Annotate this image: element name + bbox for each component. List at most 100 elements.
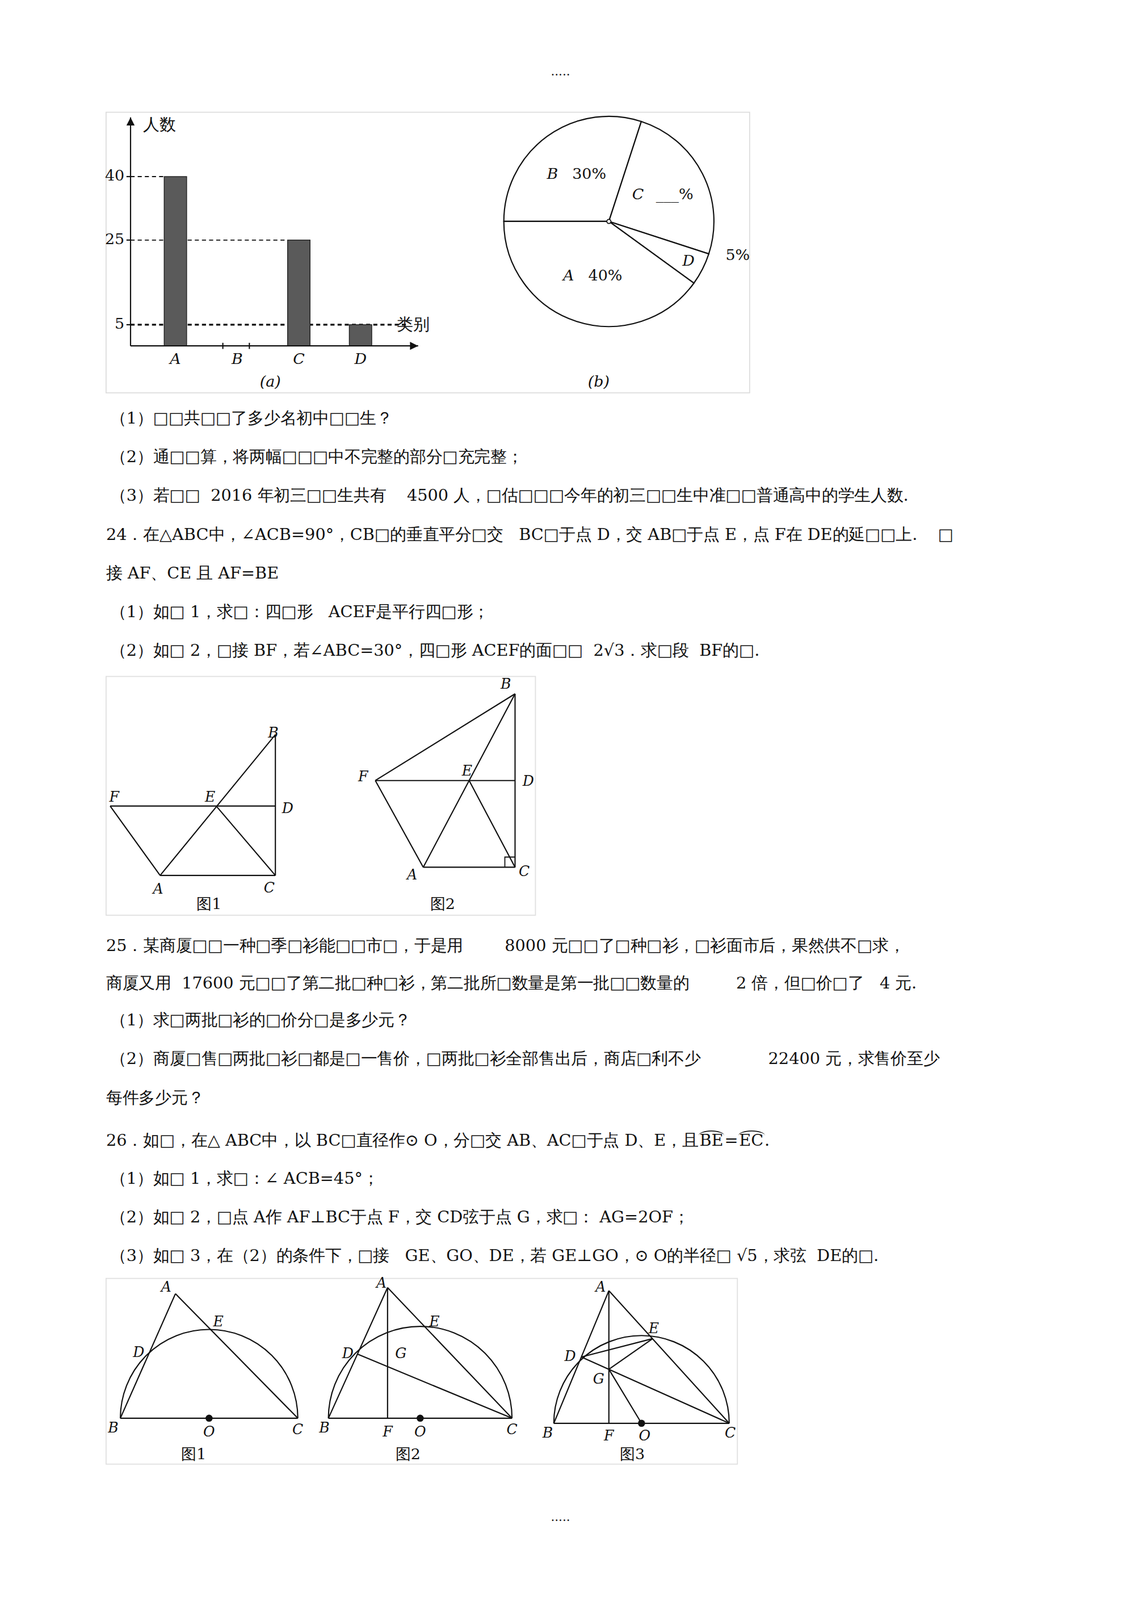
tick-label: 5 [114, 314, 125, 333]
page: 52540ABCD人数类别(a)B30%C___%D5%A40%(b)BDCAE… [0, 0, 1130, 1600]
bar [349, 324, 372, 346]
text-line: （3）如□ 3，在（2）的条件下，□接 GE、GO、DE，若 GE⊥GO，⊙ O… [110, 1245, 879, 1266]
text: （2）如□ 2，□接 BF，若∠ABC=30°，四□形 ACEF的面□□ 2√3… [110, 640, 760, 661]
point-label: A [160, 1278, 172, 1295]
x-axis [130, 345, 419, 347]
point-label: G [395, 1344, 407, 1361]
point-label: E [428, 1312, 440, 1330]
tick-label: 40 [104, 166, 125, 184]
y-axis [129, 117, 132, 347]
text-line: 每件多少元？ [106, 1087, 205, 1108]
text: 商厦又用 17600 元□□了第二批□种□衫，第二批所□数量是第一批□□数量的 … [106, 972, 917, 993]
semicircle [120, 1328, 298, 1418]
slice-category: D [681, 251, 695, 270]
bar [164, 176, 187, 346]
bars [164, 176, 372, 346]
text-line: （2）商厦□售□两批□衫□都是□一售价，□两批□衫全部售出后，商店□利不少 22… [110, 1048, 940, 1069]
point-label: F [108, 788, 121, 805]
text: = [724, 1130, 738, 1150]
axis-arrow [409, 341, 418, 350]
text-line: 26．如□，在△ ABC中，以 BC□直径作⊙ O，分□交 AB、AC□于点 D… [106, 1130, 770, 1151]
point-label: D [341, 1344, 354, 1361]
slice-category: B [546, 164, 559, 183]
category-label: C [292, 349, 305, 368]
pie-center [606, 219, 611, 224]
figure-caption: 图2 [395, 1444, 421, 1463]
text-line: （2）如□ 2，□点 A作 AF⊥BC于点 F，交 CD弦于点 G，求□： AG… [110, 1206, 690, 1228]
point-label: O [203, 1422, 216, 1440]
point-label: B [267, 724, 279, 741]
slice-value-label: 30% [572, 164, 607, 183]
segment [608, 1290, 730, 1423]
point-label: E [648, 1319, 659, 1337]
text-line: 商厦又用 17600 元□□了第二批□种□衫，第二批所□数量是第一批□□数量的 … [106, 972, 917, 994]
segment [216, 805, 276, 876]
tick-guide [130, 239, 288, 241]
figure-caption: 图3 [619, 1444, 645, 1463]
category-label: B [230, 349, 243, 368]
point-label: C [292, 1420, 304, 1438]
point-label: D [522, 772, 535, 789]
right-angle [505, 856, 516, 867]
segment [110, 805, 276, 807]
text: 25．某商厦□□一种□季□衫能□□市□，于是用 8000 元□□了□种□衫，□衫… [106, 935, 906, 955]
segment [356, 1353, 512, 1418]
slice-category: A [561, 266, 574, 284]
point-label: B [107, 1418, 119, 1436]
graphics: 52540ABCD人数类别(a)B30%C___%D5%A40%(b)BDCAE… [0, 0, 1130, 1600]
image-frame [106, 675, 536, 915]
point-label: E [204, 788, 216, 805]
geometry-figure: BDCAEF图2 [357, 675, 535, 913]
text-line: （2）通□□算，将两幅□□□中不完整的部分□充完整； [110, 446, 524, 468]
point-label: D [281, 799, 294, 817]
text-line: （2）如□ 2，□接 BF，若∠ABC=30°，四□形 ACEF的面□□ 2√3… [110, 640, 760, 662]
text-line: 接 AF、CE 且 AF=BE [106, 563, 279, 584]
arc-text: EC [737, 1130, 765, 1149]
point-label: F [381, 1422, 394, 1440]
semicircle [328, 1325, 512, 1418]
segment [469, 780, 516, 868]
semicircle [553, 1334, 730, 1423]
point-label: F [357, 767, 369, 785]
point-label: E [461, 762, 473, 779]
geometry-figure: BFOCADEG图3 [542, 1278, 737, 1463]
tick-label: 25 [104, 229, 125, 248]
text-line: 25．某商厦□□一种□季□衫能□□市□，于是用 8000 元□□了□种□衫，□衫… [106, 935, 906, 956]
page-dots: ..... [550, 61, 570, 82]
text-line: （1）求□两批□衫的□价分□是多少元？ [110, 1009, 411, 1031]
figure-caption: 图2 [430, 894, 456, 913]
text: 接 AF、CE 且 AF=BE [106, 563, 279, 583]
point-label: A [151, 880, 163, 897]
segment [120, 1293, 176, 1418]
category-label: D [353, 349, 367, 368]
y-axis-label: 人数 [143, 114, 176, 134]
segment [375, 779, 515, 781]
figure-caption: 图1 [196, 894, 222, 913]
tick-guide [130, 175, 165, 178]
segment [274, 734, 276, 876]
figure-caption: 图1 [181, 1444, 207, 1463]
segment [387, 1287, 512, 1418]
text: . [764, 1130, 770, 1150]
slice-value-label: 40% [588, 266, 623, 284]
point-label: G [593, 1370, 605, 1387]
point-label: B [542, 1423, 553, 1441]
point-label: C [518, 862, 530, 880]
axis-arrow [126, 117, 135, 126]
geometry-figure: BOCADE图1 [107, 1278, 304, 1463]
category-label: A [167, 349, 181, 368]
segment [423, 693, 516, 867]
point-label: F [603, 1426, 615, 1444]
pie-slice [503, 221, 695, 327]
text-line: （1）如□ 1，求□：四□形 ACEF是平行四□形； [110, 601, 490, 623]
segment [328, 1287, 388, 1418]
text: （2）商厦□售□两批□衫□都是□一售价，□两批□衫全部售出后，商店□利不少 22… [110, 1048, 940, 1068]
text: 24．在△ABC中，∠ACB=90°，CB□的垂直平分□交 BC□于点 D，交 … [106, 524, 954, 544]
point-label: C [506, 1420, 518, 1438]
slice-value-label: 5% [725, 245, 750, 264]
text: （1）求□两批□衫的□价分□是多少元？ [110, 1009, 411, 1029]
segment [608, 1338, 653, 1369]
geometry-figure: BFOCADEG图2 [318, 1274, 518, 1463]
segment [608, 1290, 610, 1423]
image-frame [106, 1278, 738, 1464]
